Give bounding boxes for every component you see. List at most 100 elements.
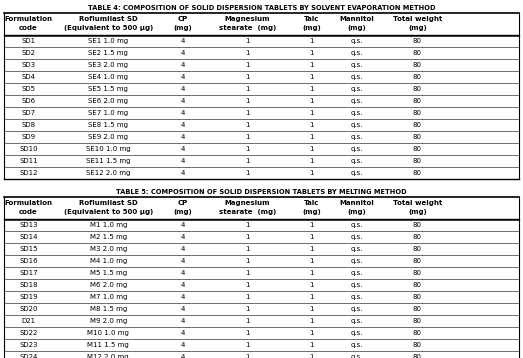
Text: SD6: SD6 bbox=[21, 98, 36, 104]
Text: 4: 4 bbox=[181, 354, 185, 358]
Text: 4: 4 bbox=[181, 318, 185, 324]
Text: SD23: SD23 bbox=[19, 342, 38, 348]
Text: Magnesium: Magnesium bbox=[224, 200, 270, 206]
Text: 1: 1 bbox=[245, 234, 249, 240]
Text: 80: 80 bbox=[413, 354, 422, 358]
Text: 80: 80 bbox=[413, 50, 422, 56]
Text: q.s.: q.s. bbox=[350, 110, 363, 116]
Text: 1: 1 bbox=[310, 50, 314, 56]
Text: 80: 80 bbox=[413, 270, 422, 276]
Text: Magnesium: Magnesium bbox=[224, 16, 270, 22]
Text: Roflumilast SD: Roflumilast SD bbox=[79, 16, 138, 22]
Text: 1: 1 bbox=[310, 74, 314, 80]
Text: 1: 1 bbox=[245, 158, 249, 164]
Text: SD18: SD18 bbox=[19, 282, 38, 288]
Text: 80: 80 bbox=[413, 86, 422, 92]
Text: q.s.: q.s. bbox=[350, 270, 363, 276]
Text: (mg): (mg) bbox=[302, 209, 321, 215]
Text: M6 2.0 mg: M6 2.0 mg bbox=[89, 282, 127, 288]
Text: stearate  (mg): stearate (mg) bbox=[219, 25, 276, 31]
Text: M1 1.0 mg: M1 1.0 mg bbox=[89, 222, 127, 228]
Text: q.s.: q.s. bbox=[350, 62, 363, 68]
Text: 1: 1 bbox=[310, 330, 314, 336]
Text: q.s.: q.s. bbox=[350, 158, 363, 164]
Text: SD5: SD5 bbox=[21, 86, 36, 92]
Text: 1: 1 bbox=[310, 86, 314, 92]
Text: (mg): (mg) bbox=[174, 209, 192, 215]
Text: Formulation: Formulation bbox=[5, 200, 52, 206]
Text: (Equivalent to 500 μg): (Equivalent to 500 μg) bbox=[64, 25, 153, 31]
Text: 1: 1 bbox=[310, 354, 314, 358]
Text: Talc: Talc bbox=[304, 200, 320, 206]
Text: 1: 1 bbox=[310, 282, 314, 288]
Text: 1: 1 bbox=[245, 134, 249, 140]
Text: q.s.: q.s. bbox=[350, 306, 363, 312]
Text: q.s.: q.s. bbox=[350, 170, 363, 176]
Text: SE8 1.5 mg: SE8 1.5 mg bbox=[88, 122, 128, 128]
Text: SE6 2.0 mg: SE6 2.0 mg bbox=[88, 98, 128, 104]
Text: 1: 1 bbox=[310, 98, 314, 104]
Text: 80: 80 bbox=[413, 134, 422, 140]
Text: SE3 2.0 mg: SE3 2.0 mg bbox=[88, 62, 128, 68]
Text: q.s.: q.s. bbox=[350, 282, 363, 288]
Text: SD20: SD20 bbox=[19, 306, 38, 312]
Text: Total weight: Total weight bbox=[393, 200, 442, 206]
Text: SE10 1.0 mg: SE10 1.0 mg bbox=[86, 146, 131, 152]
Text: 4: 4 bbox=[181, 134, 185, 140]
Text: 1: 1 bbox=[310, 234, 314, 240]
Text: SD22: SD22 bbox=[19, 330, 38, 336]
Text: 4: 4 bbox=[181, 246, 185, 252]
Text: Mannitol: Mannitol bbox=[339, 16, 374, 22]
Text: SE4 1.0 mg: SE4 1.0 mg bbox=[88, 74, 128, 80]
Text: 80: 80 bbox=[413, 294, 422, 300]
Text: M4 1.0 mg: M4 1.0 mg bbox=[89, 258, 127, 264]
Text: 1: 1 bbox=[245, 282, 249, 288]
Text: TABLE 5: COMPOSITION OF SOLID DISPERSION TABLETS BY MELTING METHOD: TABLE 5: COMPOSITION OF SOLID DISPERSION… bbox=[116, 189, 407, 195]
Text: Total weight: Total weight bbox=[393, 16, 442, 22]
Text: M2 1.5 mg: M2 1.5 mg bbox=[90, 234, 127, 240]
Text: q.s.: q.s. bbox=[350, 258, 363, 264]
Text: 80: 80 bbox=[413, 110, 422, 116]
Text: SD13: SD13 bbox=[19, 222, 38, 228]
Text: SD3: SD3 bbox=[21, 62, 36, 68]
Text: CP: CP bbox=[178, 200, 188, 206]
Text: 1: 1 bbox=[245, 270, 249, 276]
Text: 80: 80 bbox=[413, 38, 422, 44]
Text: 1: 1 bbox=[245, 342, 249, 348]
Text: (mg): (mg) bbox=[347, 25, 366, 31]
Text: SE12 2.0 mg: SE12 2.0 mg bbox=[86, 170, 130, 176]
Text: SD24: SD24 bbox=[19, 354, 38, 358]
Text: 1: 1 bbox=[245, 38, 249, 44]
Text: M8 1.5 mg: M8 1.5 mg bbox=[89, 306, 127, 312]
Text: 4: 4 bbox=[181, 86, 185, 92]
Text: 80: 80 bbox=[413, 282, 422, 288]
Text: 1: 1 bbox=[245, 146, 249, 152]
Text: 4: 4 bbox=[181, 234, 185, 240]
Text: M3 2.0 mg: M3 2.0 mg bbox=[89, 246, 127, 252]
Text: 1: 1 bbox=[245, 306, 249, 312]
Text: SE7 1.0 mg: SE7 1.0 mg bbox=[88, 110, 128, 116]
Text: M9 2.0 mg: M9 2.0 mg bbox=[89, 318, 127, 324]
Text: M5 1.5 mg: M5 1.5 mg bbox=[90, 270, 127, 276]
Text: SE11 1.5 mg: SE11 1.5 mg bbox=[86, 158, 131, 164]
Text: code: code bbox=[19, 25, 38, 31]
Text: 4: 4 bbox=[181, 110, 185, 116]
Text: D21: D21 bbox=[21, 318, 36, 324]
Text: M12 2.0 mg: M12 2.0 mg bbox=[87, 354, 129, 358]
Text: 80: 80 bbox=[413, 74, 422, 80]
Text: 1: 1 bbox=[245, 354, 249, 358]
Text: code: code bbox=[19, 209, 38, 215]
Text: q.s.: q.s. bbox=[350, 50, 363, 56]
Text: (mg): (mg) bbox=[302, 25, 321, 31]
Text: 80: 80 bbox=[413, 158, 422, 164]
Text: (mg): (mg) bbox=[174, 25, 192, 31]
Text: SD7: SD7 bbox=[21, 110, 36, 116]
Text: 4: 4 bbox=[181, 342, 185, 348]
Text: 1: 1 bbox=[245, 62, 249, 68]
Text: q.s.: q.s. bbox=[350, 134, 363, 140]
Text: q.s.: q.s. bbox=[350, 38, 363, 44]
Text: 4: 4 bbox=[181, 294, 185, 300]
Text: 80: 80 bbox=[413, 234, 422, 240]
Text: 1: 1 bbox=[245, 318, 249, 324]
Text: 1: 1 bbox=[245, 122, 249, 128]
